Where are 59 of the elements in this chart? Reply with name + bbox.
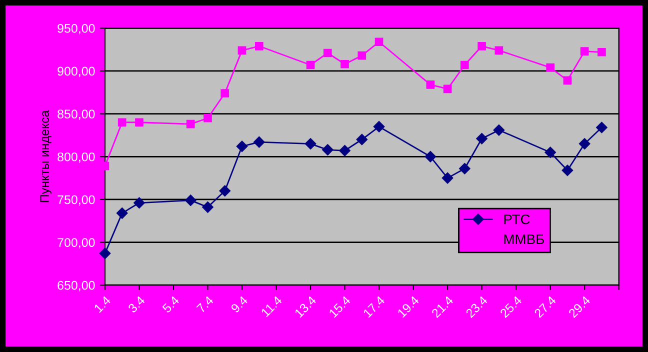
point — [99, 248, 111, 260]
x-tick-label: 1.4 — [94, 295, 112, 313]
point — [374, 38, 384, 46]
x-tick-label: 7.4 — [196, 295, 214, 314]
y-tick-label: 900,00 — [58, 66, 95, 78]
point — [478, 42, 486, 50]
y-tick-label: 800,00 — [58, 152, 95, 163]
legend-label: РТС — [504, 214, 530, 224]
point — [220, 89, 230, 98]
point — [459, 163, 470, 174]
point — [254, 136, 265, 148]
point — [236, 140, 248, 152]
x-tick-label: 11.4 — [260, 295, 282, 318]
point — [580, 47, 589, 56]
point — [219, 185, 230, 197]
point — [202, 202, 214, 213]
point — [442, 172, 454, 184]
point — [204, 114, 212, 122]
point — [426, 80, 435, 89]
y-axis-title: Пункты индекса — [40, 110, 52, 202]
point — [134, 197, 145, 208]
point — [118, 118, 126, 127]
point — [476, 133, 488, 144]
point — [596, 122, 608, 134]
point — [494, 46, 504, 55]
point — [493, 124, 505, 136]
y-tick-label: 650,00 — [58, 280, 95, 292]
point — [598, 48, 606, 56]
point — [424, 151, 436, 162]
point — [116, 208, 128, 219]
point — [562, 164, 574, 176]
y-tick-label: 950,00 — [58, 24, 95, 34]
point — [373, 121, 385, 132]
point — [563, 76, 572, 85]
point — [443, 84, 452, 94]
point — [322, 144, 334, 156]
y-tick-label: 700,00 — [58, 238, 95, 248]
x-tick-label: 9.4 — [230, 295, 248, 314]
point — [460, 60, 469, 70]
point — [340, 60, 349, 68]
point — [544, 146, 556, 158]
point — [356, 134, 368, 146]
y-tick-label: 850,00 — [58, 110, 95, 120]
point — [546, 63, 554, 72]
point — [135, 118, 144, 127]
point — [254, 42, 264, 50]
text: ММВБ — [504, 234, 544, 244]
point — [238, 46, 246, 55]
x-tick-label: 3.4 — [128, 295, 146, 314]
x-tick-label: 5.4 — [162, 295, 180, 314]
point — [306, 60, 315, 70]
point — [339, 145, 350, 156]
point — [186, 120, 195, 128]
point — [304, 138, 316, 150]
point — [578, 138, 590, 150]
point — [323, 48, 332, 58]
point — [358, 51, 366, 60]
point — [185, 194, 196, 206]
y-tick-label: 750,00 — [58, 195, 95, 206]
